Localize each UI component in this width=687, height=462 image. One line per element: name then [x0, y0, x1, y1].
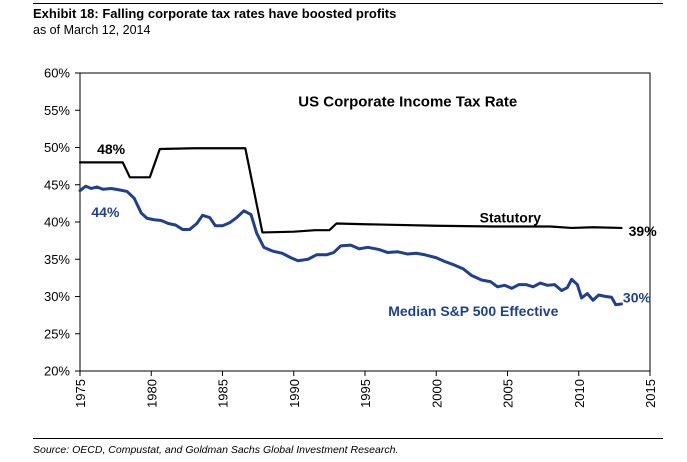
- y-tick-label: 60%: [44, 66, 70, 81]
- y-tick-label: 40%: [44, 215, 70, 230]
- y-tick-label: 50%: [44, 140, 70, 155]
- series-layer: [78, 147, 623, 307]
- statutory-start-label: 48%: [97, 141, 126, 157]
- bottom-rule: [33, 438, 663, 439]
- y-tick-label: 25%: [44, 326, 70, 341]
- top-rule: [33, 3, 663, 4]
- x-tick-label: 1975: [73, 379, 88, 408]
- y-tick-label: 30%: [44, 289, 70, 304]
- axes: 20% 25% 30% 35% 40% 45% 50% 55% 60% 1975 1980 1985 1…: [44, 66, 658, 408]
- y-tick-label: 55%: [44, 103, 70, 118]
- line-chart: 20% 25% 30% 35% 40% 45% 50% 55% 60% 1975 1980 1985 1…: [44, 66, 658, 408]
- chart-title: US Corporate Income Tax Rate: [298, 94, 517, 111]
- source-note: Source: OECD, Compustat, and Goldman Sac…: [33, 444, 399, 456]
- effective-end-label: 30%: [623, 289, 652, 305]
- statutory-series-name: Statutory: [480, 210, 542, 226]
- x-tick-label: 1990: [287, 379, 302, 408]
- labels-layer: US Corporate Income Tax Rate 48% 39% Statut…: [91, 94, 657, 319]
- x-tick-label: 2000: [429, 379, 444, 408]
- effective-start-label: 44%: [91, 204, 120, 220]
- x-tick-label: 2010: [572, 379, 587, 408]
- effective-series-name: Median S&P 500 Effective: [388, 303, 558, 319]
- y-tick-label: 20%: [44, 364, 70, 379]
- y-tick-label: 45%: [44, 177, 70, 192]
- statutory-series-line: [78, 147, 623, 234]
- exhibit-subtitle: as of March 12, 2014: [33, 23, 151, 37]
- x-tick-label: 1980: [144, 379, 159, 408]
- y-tick-label: 35%: [44, 252, 70, 267]
- exhibit-title: Exhibit 18: Falling corporate tax rates …: [33, 6, 397, 21]
- x-tick-label: 1985: [216, 379, 231, 408]
- x-tick-label: 1995: [358, 379, 373, 408]
- x-tick-label: 2015: [643, 379, 658, 408]
- statutory-end-label: 39%: [629, 223, 658, 239]
- effective-series-line: [78, 184, 623, 307]
- x-tick-label: 2005: [501, 379, 516, 408]
